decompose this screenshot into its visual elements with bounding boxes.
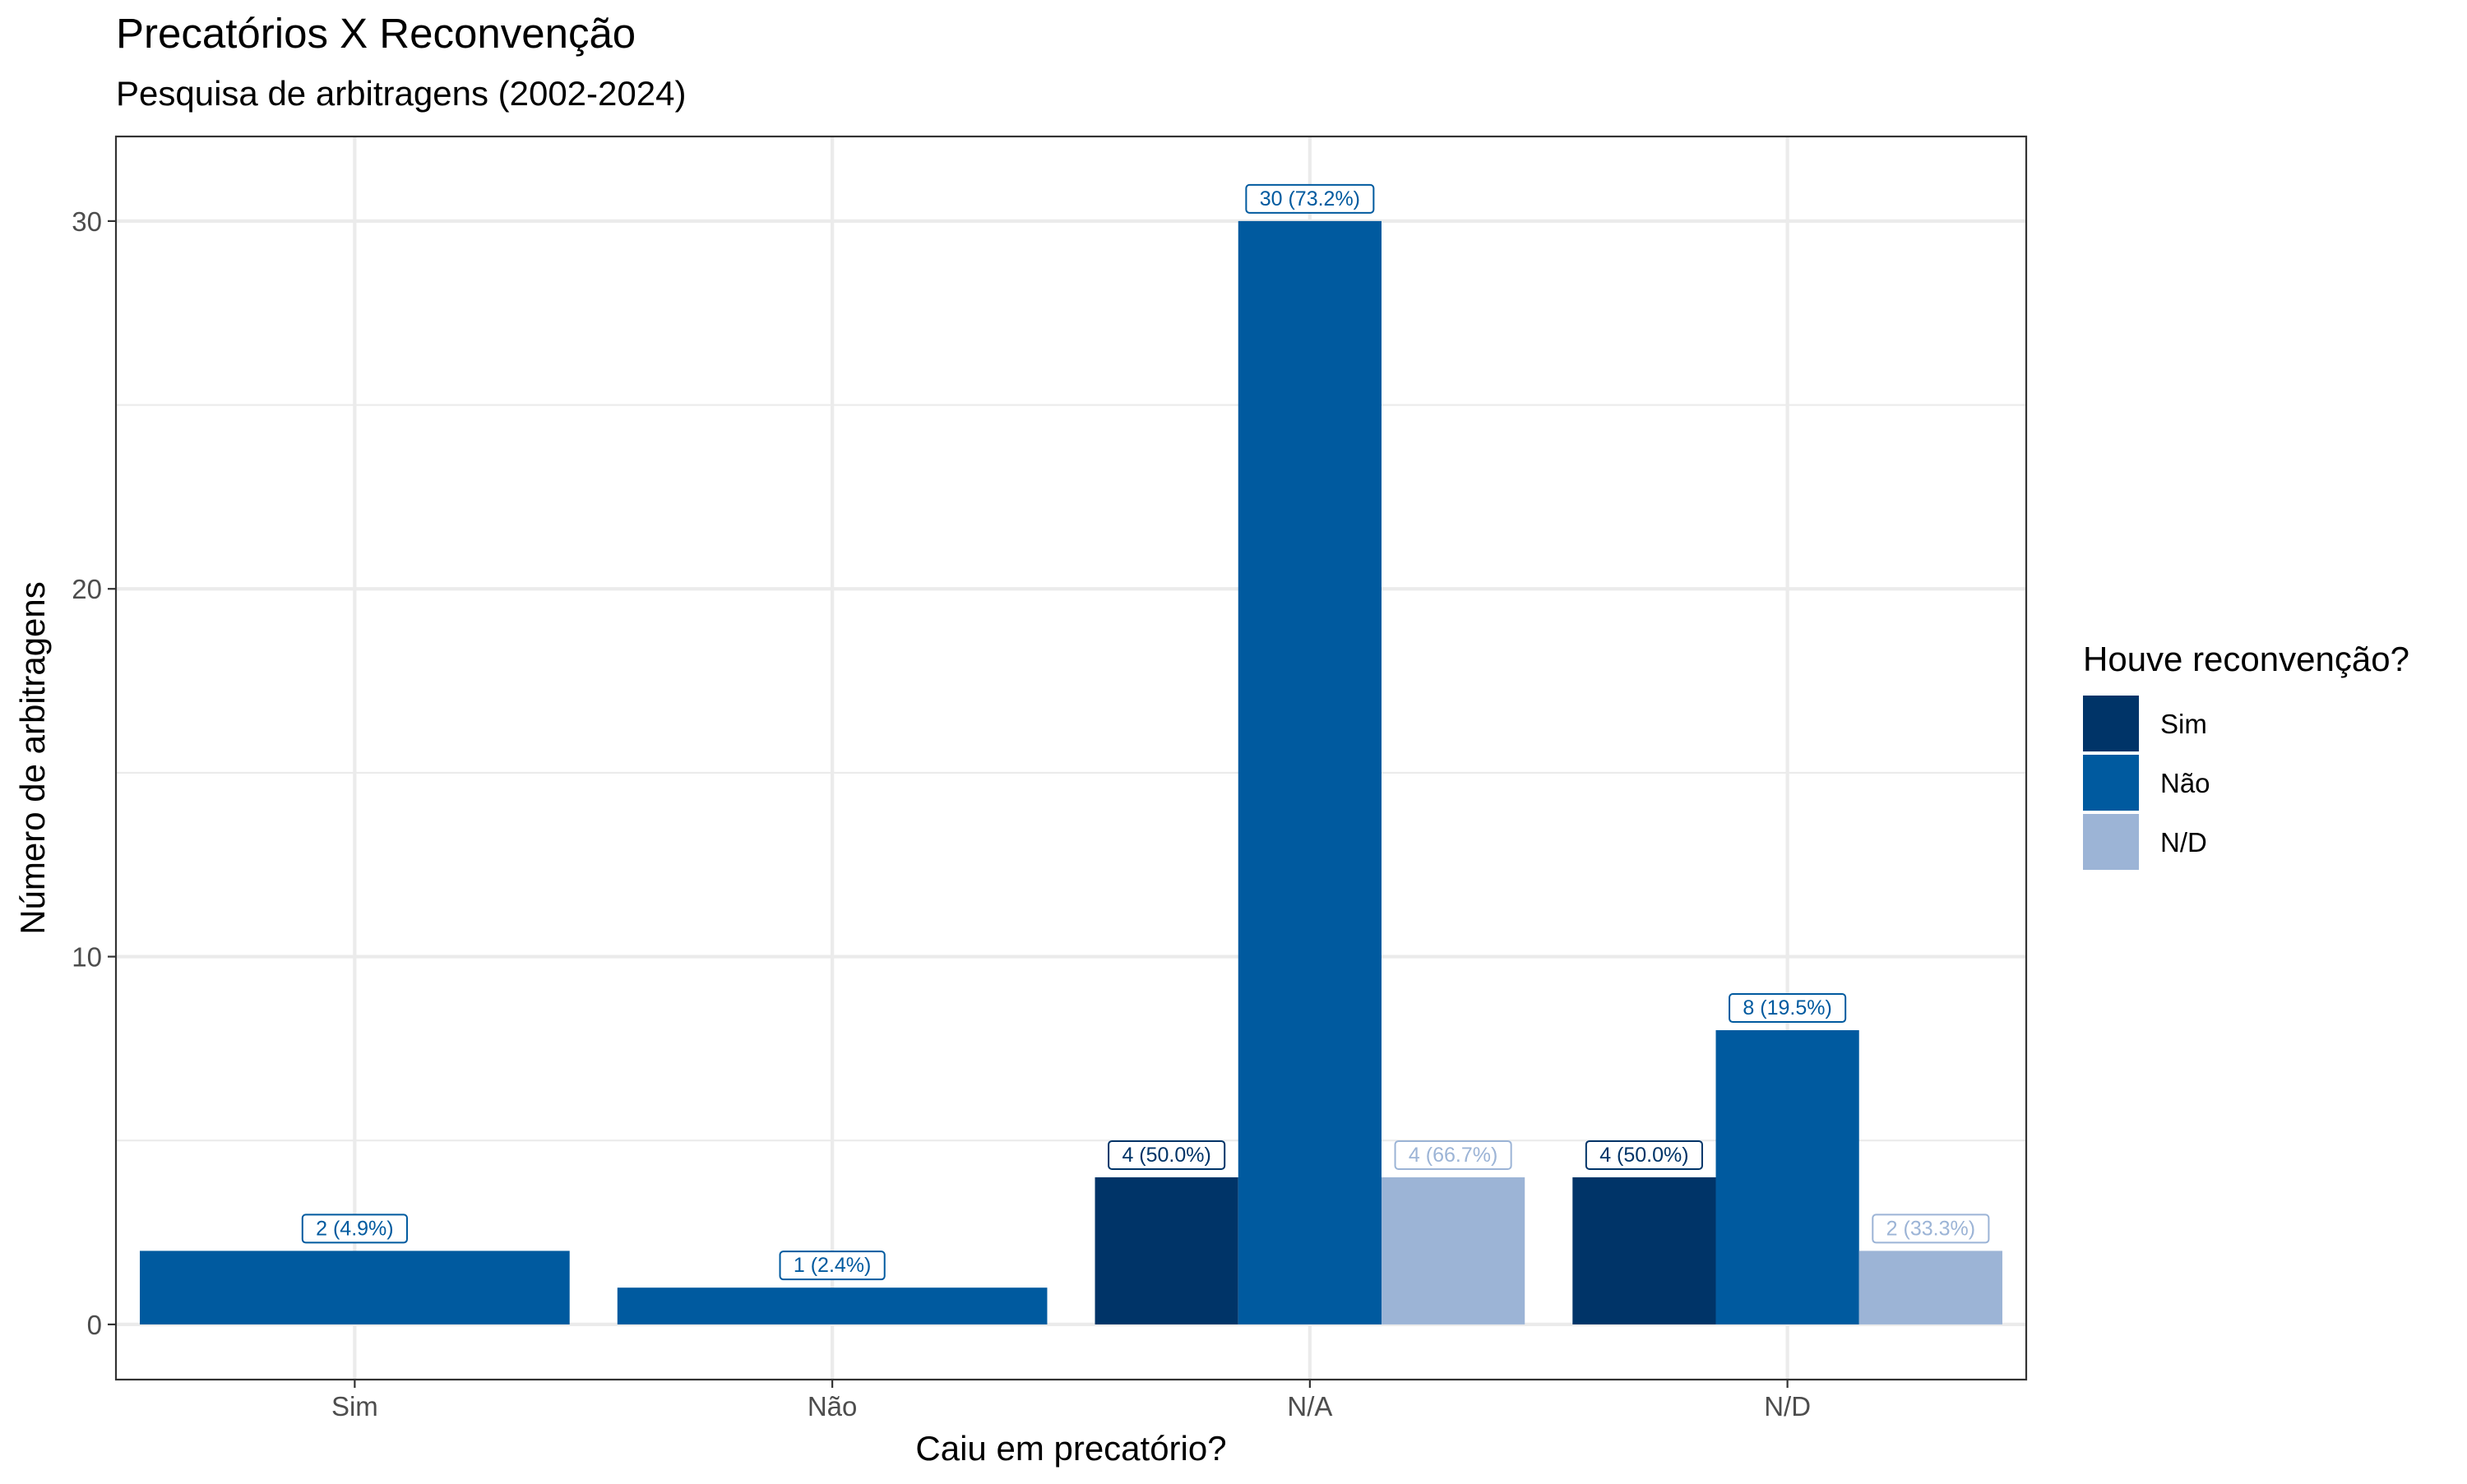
- data-label: 4 (66.7%): [1394, 1140, 1512, 1170]
- x-axis-title: Caiu em precatório?: [915, 1429, 1226, 1468]
- legend-label: N/D: [2160, 827, 2207, 858]
- data-label-box: [1585, 1140, 1703, 1170]
- chart-title: Precatórios X Reconvenção: [116, 10, 636, 57]
- bar: [617, 1288, 1048, 1325]
- y-tick-label: 20: [72, 574, 102, 604]
- bar: [1381, 1177, 1525, 1325]
- legend-key: [2083, 814, 2139, 870]
- data-label-layer: 2 (4.9%) 1 (2.4%) 4 (50.0%) 30 (73.2%) 4 (66…: [301, 183, 1990, 1281]
- data-label-text: 30 (73.2%): [1260, 187, 1360, 210]
- legend-item: N/D: [2083, 814, 2207, 870]
- data-label-box: [779, 1251, 886, 1281]
- data-label-text: 4 (66.7%): [1409, 1144, 1497, 1167]
- data-label: 2 (33.3%): [1872, 1214, 1990, 1244]
- data-label: 1 (2.4%): [779, 1251, 886, 1281]
- legend-label: Sim: [2160, 709, 2207, 739]
- bar: [1095, 1177, 1238, 1325]
- data-label-text: 2 (4.9%): [316, 1217, 393, 1240]
- y-tick-label: 30: [72, 206, 102, 237]
- x-tick-label: Não: [808, 1391, 858, 1422]
- legend-key: [2083, 755, 2139, 811]
- x-tick-label: N/D: [1764, 1391, 1811, 1422]
- data-label-text: 2 (33.3%): [1886, 1217, 1975, 1240]
- axis-layer: 0 10 20 30 Sim Não N/A N/D: [72, 206, 1811, 1422]
- legend-label: Não: [2160, 768, 2210, 798]
- y-tick-label: 10: [72, 942, 102, 973]
- data-label: 8 (19.5%): [1729, 993, 1847, 1024]
- legend-key: [2083, 696, 2139, 751]
- panel-border: [114, 135, 2028, 1381]
- data-label: 2 (4.9%): [301, 1214, 408, 1244]
- legend-title: Houve reconvenção?: [2083, 640, 2409, 678]
- data-label-box: [1872, 1214, 1990, 1244]
- x-tick-label: N/A: [1287, 1391, 1332, 1422]
- bar: [1572, 1177, 1716, 1325]
- bar: [1715, 1030, 1859, 1325]
- legend-items: Sim Não N/D: [2083, 696, 2210, 870]
- data-label: 30 (73.2%): [1245, 183, 1375, 214]
- x-tick-label: Sim: [331, 1391, 378, 1422]
- bar: [1858, 1251, 2002, 1325]
- data-label-box: [301, 1214, 408, 1244]
- data-label-box: [1729, 993, 1847, 1024]
- bar: [1238, 220, 1382, 1325]
- data-label-text: 8 (19.5%): [1743, 996, 1831, 1019]
- data-label-box: [1108, 1140, 1226, 1170]
- data-label-text: 4 (50.0%): [1599, 1144, 1688, 1167]
- data-label: 4 (50.0%): [1108, 1140, 1226, 1170]
- data-label-text: 4 (50.0%): [1122, 1144, 1210, 1167]
- chart-subtitle: Pesquisa de arbitragens (2002-2024): [116, 74, 686, 113]
- bar-layer: [140, 220, 2002, 1325]
- legend-item: Sim: [2083, 696, 2207, 751]
- legend-item: Não: [2083, 755, 2210, 811]
- y-tick-label: 0: [87, 1310, 102, 1340]
- data-label-text: 1 (2.4%): [794, 1254, 871, 1277]
- legend: Houve reconvenção? Sim Não N/D: [2083, 640, 2409, 870]
- data-label-box: [1394, 1140, 1512, 1170]
- data-label: 4 (50.0%): [1585, 1140, 1703, 1170]
- data-label-box: [1245, 183, 1375, 214]
- bar: [140, 1251, 570, 1325]
- y-axis-title: Número de arbitragens: [13, 581, 52, 935]
